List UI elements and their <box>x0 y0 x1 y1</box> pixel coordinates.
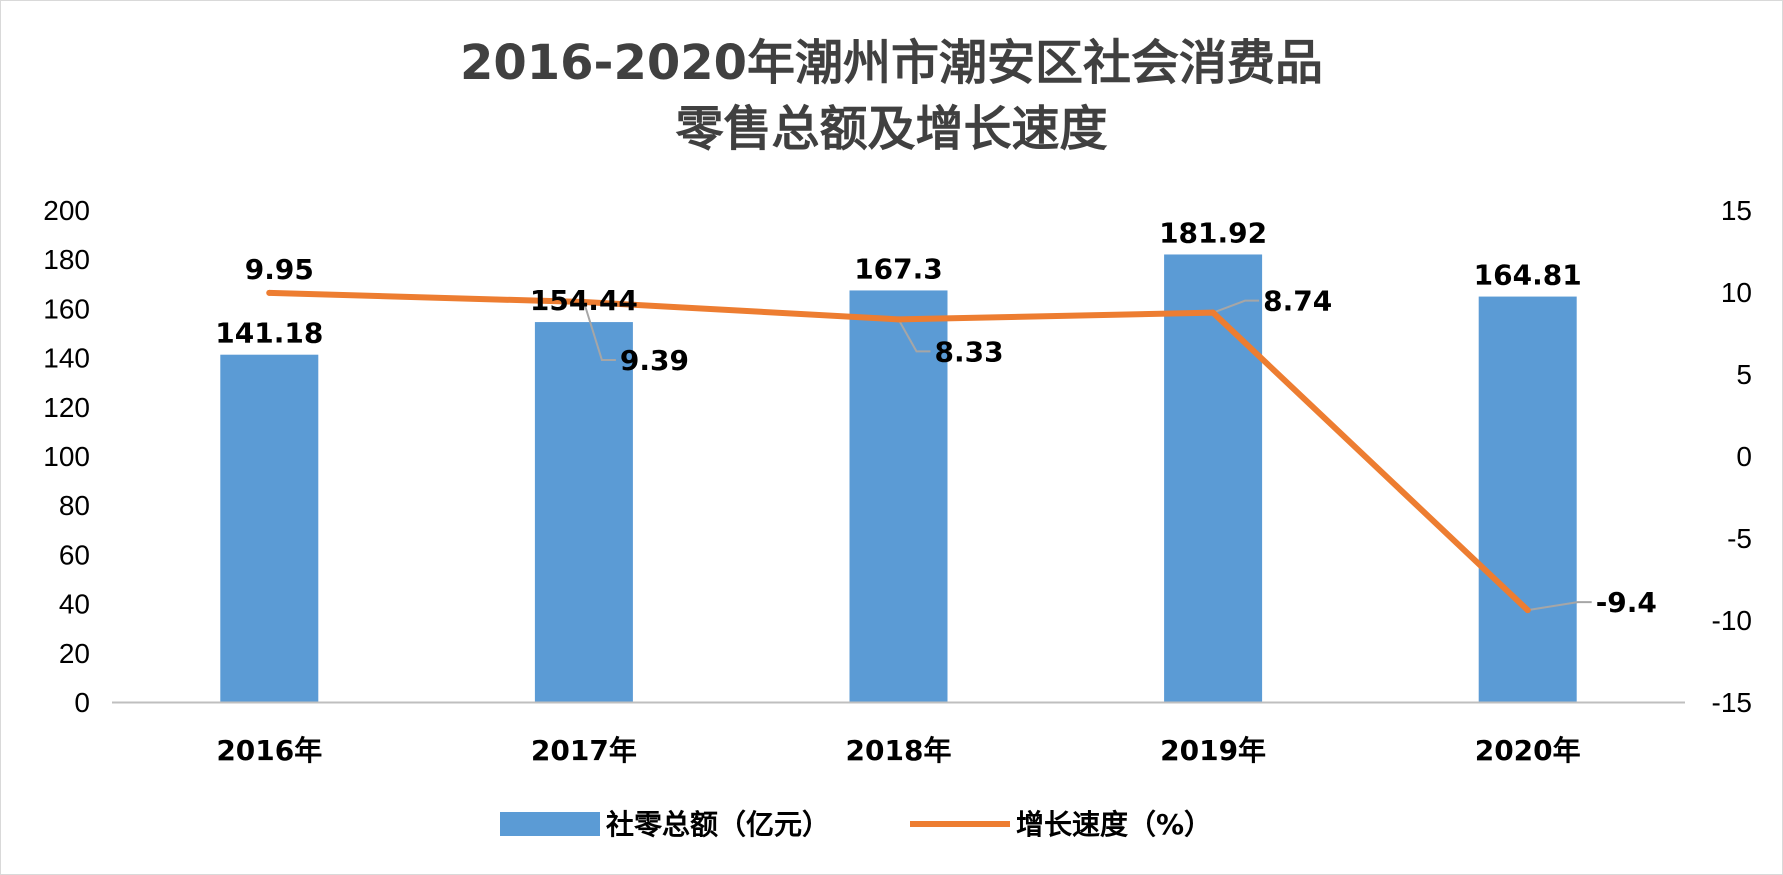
leader-line <box>897 318 931 353</box>
y-right-tick-label: 0 <box>1736 441 1752 472</box>
y-right-tick-label: -5 <box>1727 523 1752 554</box>
growth-point <box>1210 309 1217 316</box>
chart-title-line-1: 2016-2020年潮州市潮安区社会消费品 <box>459 35 1324 91</box>
y-left-tick-label: 0 <box>74 687 90 718</box>
legend-label-bar: 社零总额（亿元） <box>606 808 830 841</box>
y-left-tick-label: 200 <box>43 195 90 226</box>
growth-point <box>1524 607 1531 614</box>
bar <box>1478 296 1577 702</box>
x-tick-label: 2018年 <box>846 734 952 767</box>
legend-swatch-bar <box>500 812 600 836</box>
data-labels-layer: 141.18 154.44 167.3 181.92 164.81 9.95 9.39 8.3… <box>215 216 1657 619</box>
leader-line <box>1527 601 1592 612</box>
y-left-tick-label: 180 <box>43 244 90 275</box>
x-tick-label: 2019年 <box>1160 734 1266 767</box>
bar-value-label: 141.18 <box>215 317 323 350</box>
bar-value-label: 164.81 <box>1474 259 1582 292</box>
growth-value-label: 8.33 <box>935 335 1004 368</box>
y-left-tick-label: 160 <box>43 293 90 324</box>
bar <box>220 354 319 702</box>
x-tick-label: 2016年 <box>216 734 322 767</box>
growth-point <box>266 289 273 296</box>
bar <box>1164 254 1263 702</box>
y-left-tick-label: 120 <box>43 392 90 423</box>
y-left-tick-label: 80 <box>59 490 90 521</box>
y-right-tick-label: 15 <box>1721 195 1752 226</box>
x-tick-label: 2017年 <box>531 734 637 767</box>
y-left-tick-label: 140 <box>43 343 90 374</box>
legend: 社零总额（亿元） 增长速度（%） <box>500 808 1212 841</box>
y-left-tick-label: 100 <box>43 441 90 472</box>
y-right-tick-label: 10 <box>1721 277 1752 308</box>
growth-point <box>580 299 587 306</box>
bar <box>534 322 633 702</box>
axis-layer: 0 20 40 60 80 100 120 140 160 180 200 -15 -10 -5 0 5 10 1… <box>43 195 1752 767</box>
bar-value-label: 154.44 <box>530 284 638 317</box>
y-right-tick-label: 5 <box>1736 359 1752 390</box>
growth-value-label: 8.74 <box>1263 285 1332 318</box>
leader-line <box>1212 299 1260 314</box>
bars-layer <box>220 254 1577 702</box>
bar-value-label: 181.92 <box>1159 216 1267 249</box>
chart-title-line-2: 零售总额及增长速度 <box>675 101 1108 157</box>
leader-line <box>582 301 616 362</box>
growth-value-label: 9.39 <box>620 344 689 377</box>
x-tick-label: 2020年 <box>1475 734 1581 767</box>
legend-label-line: 增长速度（%） <box>1016 808 1212 841</box>
y-left-tick-label: 40 <box>59 589 90 620</box>
chart-title: 2016-2020年潮州市潮安区社会消费品 零售总额及增长速度 <box>0 30 1783 162</box>
growth-point <box>895 316 902 323</box>
growth-value-label: -9.4 <box>1596 586 1657 619</box>
bar-value-label: 167.3 <box>854 252 943 285</box>
y-left-tick-label: 20 <box>59 638 90 669</box>
bar <box>849 290 948 702</box>
y-right-tick-label: -10 <box>1712 605 1752 636</box>
y-left-tick-label: 60 <box>59 539 90 570</box>
growth-value-label: 9.95 <box>245 253 314 286</box>
leader-lines-layer <box>582 299 1592 612</box>
line-series-layer <box>266 289 1531 614</box>
y-right-tick-label: -15 <box>1712 687 1752 718</box>
